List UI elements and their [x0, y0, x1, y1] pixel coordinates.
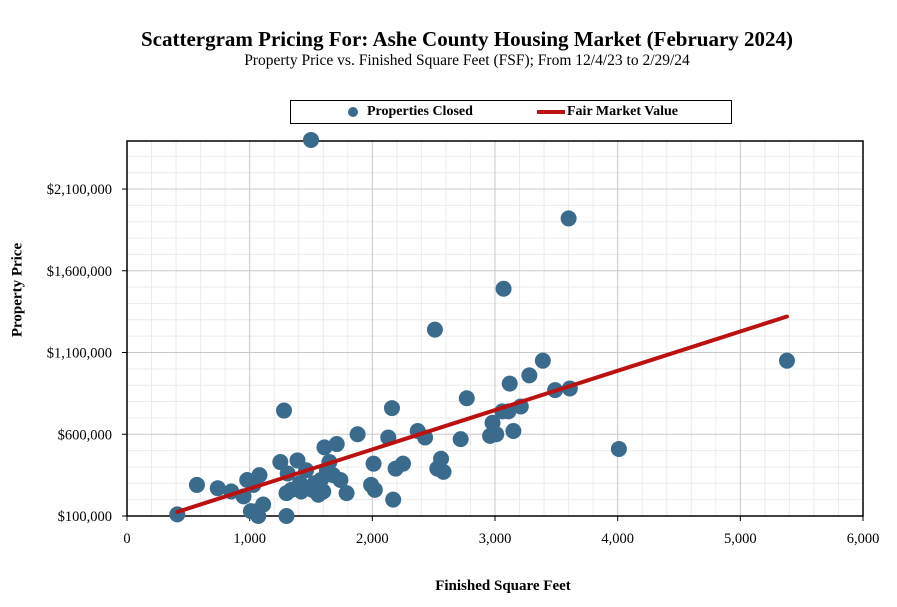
chart-legend: Properties Closed Fair Market Value [290, 100, 732, 124]
data-point [315, 483, 332, 500]
x-tick-label: 0 [123, 531, 130, 547]
data-point [452, 431, 469, 448]
data-point [251, 467, 268, 484]
x-tick-label: 4,000 [601, 531, 634, 547]
data-point [278, 508, 295, 524]
legend-label-properties-closed: Properties Closed [367, 104, 473, 119]
data-point [303, 131, 319, 148]
y-tick-label: $100,000 [58, 509, 112, 525]
data-point [560, 210, 577, 227]
data-point [338, 485, 355, 502]
data-point [521, 367, 538, 384]
y-tick-label: $2,100,000 [47, 182, 112, 198]
x-tick-label: 1,000 [233, 531, 266, 547]
data-point [366, 481, 383, 498]
x-tick-label: 3,000 [479, 531, 512, 547]
data-point [433, 450, 450, 467]
y-tick-label: $600,000 [58, 427, 112, 443]
legend-item-fair-market-value: Fair Market Value [537, 104, 678, 120]
data-point [328, 436, 345, 453]
data-point [255, 496, 272, 513]
data-point [209, 480, 226, 497]
data-point [395, 455, 411, 472]
data-point [385, 491, 402, 508]
fair-market-value-line [175, 314, 789, 514]
data-point [610, 440, 627, 457]
data-point [435, 463, 452, 480]
legend-item-properties-closed: Properties Closed [348, 104, 473, 120]
legend-marker-dot [348, 107, 358, 117]
legend-marker-line [537, 110, 565, 114]
data-point [534, 352, 551, 369]
x-tick-label: 6,000 [847, 531, 880, 547]
x-tick-label: 2,000 [356, 531, 389, 547]
legend-label-fair-market-value: Fair Market Value [567, 104, 678, 119]
data-point [332, 472, 349, 489]
data-point [276, 402, 293, 419]
data-point [488, 426, 505, 443]
data-point [495, 280, 512, 297]
data-point [505, 422, 522, 439]
chart-title: Scattergram Pricing For: Ashe County Hou… [140, 27, 794, 51]
x-tick-label: 5,000 [724, 531, 757, 547]
data-point [426, 321, 443, 338]
data-point [383, 400, 400, 417]
data-point [188, 476, 205, 493]
data-point [501, 375, 518, 392]
data-point [458, 390, 475, 407]
x-axis-label: Finished Square Feet [435, 578, 571, 594]
data-point [272, 454, 289, 471]
data-point [365, 455, 382, 472]
data-point [349, 426, 366, 443]
y-tick-label: $1,100,000 [47, 346, 112, 362]
data-point [778, 352, 795, 369]
y-tick-label: $1,600,000 [47, 264, 112, 280]
data-point [316, 439, 333, 456]
chart-subtitle: Property Price vs. Finished Square Feet … [244, 52, 690, 69]
